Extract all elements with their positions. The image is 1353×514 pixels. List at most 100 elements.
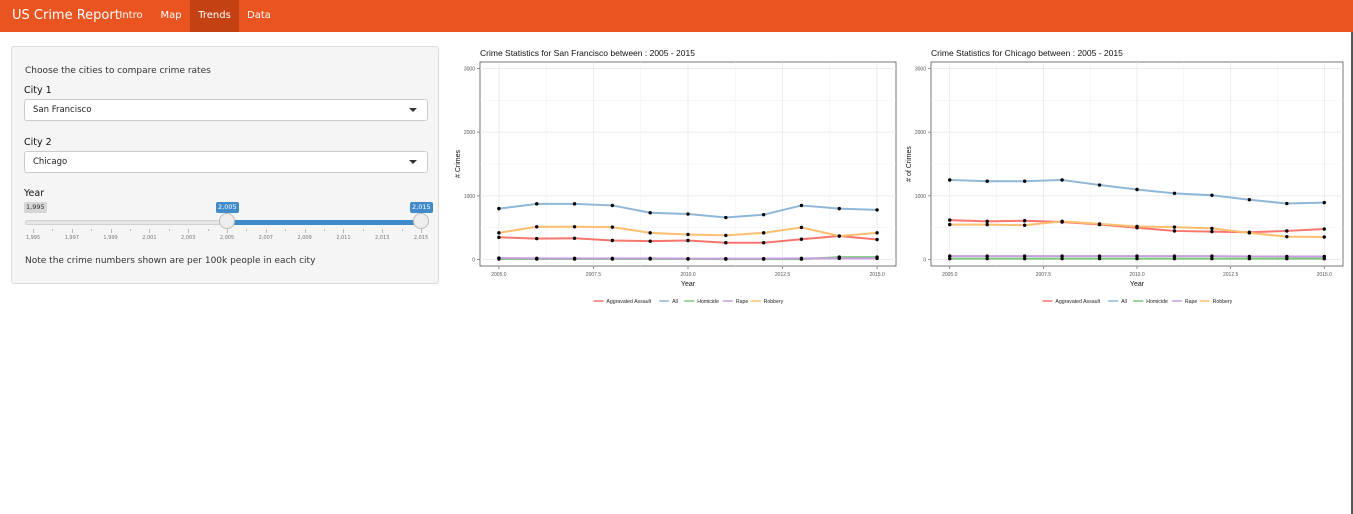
data-point <box>875 208 879 212</box>
x-tick-label: 2015.0 <box>869 272 885 278</box>
x-tick-label: 2015.0 <box>1317 272 1333 278</box>
sidebar-intro-text: Choose the cities to compare crime rates <box>25 66 211 76</box>
data-point <box>1172 254 1177 258</box>
data-point <box>875 237 879 242</box>
data-point <box>535 202 539 206</box>
data-point <box>1097 254 1102 258</box>
data-point <box>1285 201 1289 206</box>
chart-san-francisco: Crime Statistics for San Francisco betwe… <box>452 44 900 310</box>
year-to-handle[interactable] <box>413 213 429 229</box>
slider-tick <box>227 229 228 233</box>
x-axis-label: Year <box>681 281 696 288</box>
data-point <box>837 234 841 238</box>
data-point <box>1210 229 1214 234</box>
data-point <box>1135 256 1139 261</box>
slider-tick <box>188 229 190 233</box>
data-point <box>948 178 952 182</box>
data-point <box>610 256 615 261</box>
city1-label: City 1 <box>24 85 52 96</box>
data-point <box>837 206 841 211</box>
data-point <box>1210 193 1214 197</box>
data-point <box>948 256 952 261</box>
data-point <box>572 202 577 206</box>
slider-tick <box>149 229 151 233</box>
data-point <box>497 206 501 211</box>
y-axis-label: # of Crimes <box>906 146 913 182</box>
data-point <box>761 212 766 217</box>
data-point <box>1285 234 1289 239</box>
city2-label: City 2 <box>24 137 52 148</box>
slider-tick-label: 2,013 <box>375 235 390 241</box>
data-point <box>1022 179 1027 183</box>
slider-tick <box>246 229 248 231</box>
data-point <box>1322 200 1326 205</box>
data-point <box>572 236 577 240</box>
data-point <box>799 225 804 230</box>
data-point <box>686 238 690 243</box>
data-point <box>875 256 879 261</box>
data-point <box>1172 229 1177 233</box>
data-point <box>1022 223 1027 227</box>
y-tick-label: 2000 <box>464 130 475 136</box>
tab-map[interactable]: Map <box>160 10 182 21</box>
data-point <box>1022 219 1027 223</box>
app-brand[interactable]: US Crime Report <box>12 8 120 23</box>
x-tick-label: 2007.5 <box>586 272 602 278</box>
data-point <box>1322 235 1326 239</box>
slider-tick-label: 1,999 <box>103 235 118 241</box>
slider-tick-label: 2,009 <box>297 235 312 241</box>
data-point <box>648 231 652 235</box>
data-point <box>686 232 690 237</box>
slider-tick <box>304 229 306 233</box>
year-to-label: 2,015 <box>410 202 433 213</box>
y-tick-label: 3000 <box>464 66 475 72</box>
slider-tick <box>71 229 73 233</box>
city1-select[interactable]: San Francisco <box>24 99 428 121</box>
data-point <box>948 218 952 222</box>
tab-intro[interactable]: Intro <box>119 10 143 21</box>
data-point <box>497 231 501 235</box>
city2-select[interactable]: Chicago <box>24 151 428 173</box>
slider-tick <box>130 229 131 231</box>
slider-tick <box>168 229 170 231</box>
data-point <box>1247 254 1252 259</box>
y-tick-label: 2000 <box>915 130 926 136</box>
data-point <box>1285 254 1289 259</box>
slider-tick-label: 1,995 <box>25 235 41 241</box>
data-point <box>535 236 539 241</box>
city1-value: San Francisco <box>33 105 92 115</box>
tab-data[interactable]: Data <box>247 10 271 21</box>
data-point <box>1060 178 1064 182</box>
data-point <box>1210 256 1214 261</box>
data-point <box>799 256 804 261</box>
data-point <box>1135 224 1139 229</box>
x-tick-label: 2007.5 <box>1036 272 1052 278</box>
data-point <box>1022 256 1027 261</box>
data-point <box>648 239 652 243</box>
slider-tick <box>421 229 422 233</box>
data-point <box>497 235 501 240</box>
data-point <box>1210 254 1214 258</box>
slider-tick <box>343 229 345 233</box>
slider-tick <box>382 229 384 233</box>
x-tick-label: 2005.0 <box>942 272 958 278</box>
slider-tick <box>33 229 34 233</box>
year-from-handle[interactable] <box>219 213 235 229</box>
legend-entry: Robbery <box>1213 299 1233 305</box>
sidebar-note: Note the crime numbers shown are per 100… <box>25 256 316 266</box>
sidebar-panel: Choose the cities to compare crime rates… <box>11 46 439 284</box>
city2-value: Chicago <box>33 157 68 167</box>
slider-tick <box>362 229 364 231</box>
data-point <box>610 203 615 208</box>
data-point <box>610 238 615 243</box>
legend-entry: All <box>672 299 678 305</box>
tab-trends[interactable]: Trends <box>190 0 239 32</box>
chevron-down-icon <box>409 108 417 112</box>
chart-san-francisco-svg: Crime Statistics for San Francisco betwe… <box>455 48 897 305</box>
data-point <box>1322 227 1326 231</box>
data-point <box>497 256 501 260</box>
data-point <box>1172 225 1177 229</box>
legend-entry: Robbery <box>764 299 784 305</box>
data-point <box>535 225 539 229</box>
data-point <box>875 231 879 235</box>
